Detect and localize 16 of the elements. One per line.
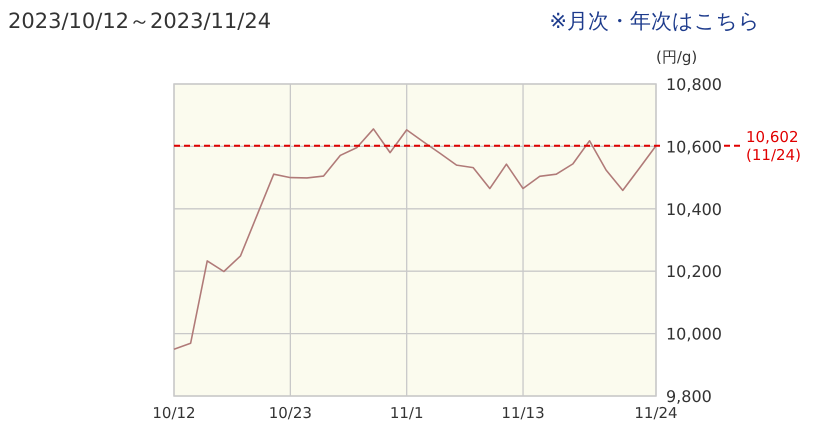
y-tick-label: 10,200 [666, 262, 722, 282]
text: ※月次・年次はこちら [549, 9, 760, 33]
y-tick-label: 10,400 [666, 200, 722, 219]
ref-line-label: 10,602 (11/24) [746, 128, 801, 164]
x-tick-label: 10/12 [152, 404, 196, 422]
x-tick-label: 11/13 [501, 404, 545, 422]
y-tick-label: 10,600 [666, 137, 722, 156]
x-tick-label: 11/24 [634, 404, 678, 422]
x-tick-label: 10/23 [268, 404, 312, 422]
y-axis-title: (円/g) [656, 48, 698, 66]
line-series [173, 128, 657, 350]
y-tick-label: 9,800 [666, 387, 712, 406]
chart-title: 2023/10/12～2023/11/24 [8, 9, 272, 33]
x-tick-label: 11/1 [390, 404, 424, 422]
y-tick-label: 10,800 [666, 75, 722, 94]
y-tick-label: 10,000 [666, 324, 722, 344]
